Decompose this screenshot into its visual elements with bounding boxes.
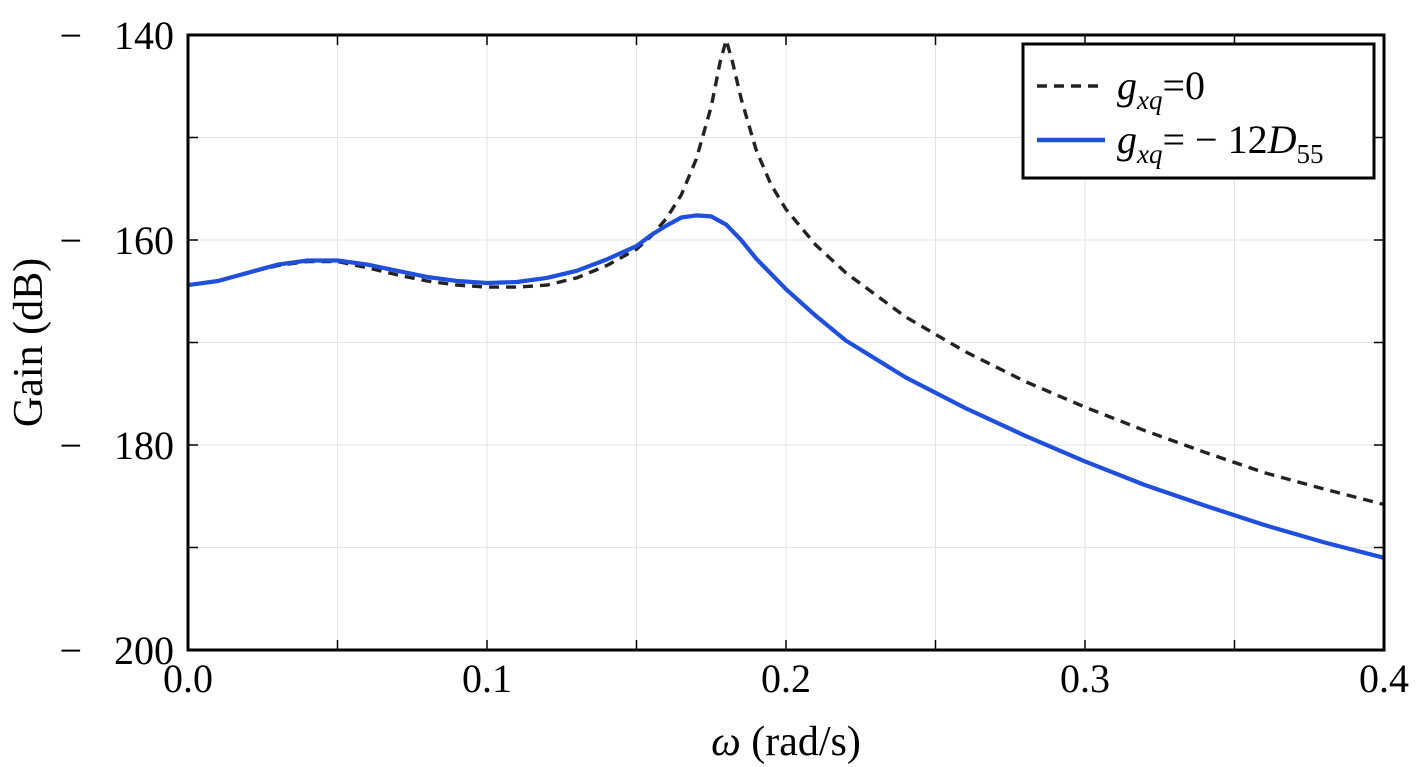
y-tick-minus-sign: −: [59, 218, 82, 263]
legend-subscript: xq: [1136, 139, 1162, 169]
y-tick-label: 200: [114, 628, 174, 673]
series-line-2: [187, 213, 1385, 560]
legend-symbol: g: [1117, 117, 1137, 162]
legend-rest: =0: [1162, 63, 1205, 108]
y-tick-label: 140: [114, 13, 174, 58]
y-tick-minus-sign: −: [59, 13, 82, 58]
x-axis-unit: (rad/s): [741, 719, 861, 765]
x-tick-label: 0.4: [1359, 656, 1409, 701]
x-axis-title: ω (rad/s): [711, 719, 861, 765]
x-tick-label: 0.0: [163, 656, 213, 701]
x-tick-label: 0.3: [1060, 656, 1110, 701]
y-tick-label: 160: [114, 218, 174, 263]
y-tick-label: 180: [114, 423, 174, 468]
y-tick-minus-sign: −: [59, 423, 82, 468]
legend-box: [1021, 42, 1376, 180]
legend-subscript-2: 55: [1297, 139, 1324, 169]
legend-subscript: xq: [1136, 85, 1162, 115]
legend-rest: = − 12: [1162, 117, 1267, 162]
legend-label-2: gxq= − 12D55: [1117, 117, 1324, 169]
legend-symbol: g: [1117, 63, 1137, 108]
series-layer: [187, 38, 1385, 560]
x-axis-symbol: ω: [711, 719, 741, 765]
legend-label-1: gxq=0: [1117, 63, 1205, 115]
y-tick-minus-sign: −: [59, 628, 82, 673]
tick-labels: 0.0 0.1 0.2 0.3 0.4− 140− 160− 180− 200: [59, 13, 1409, 701]
series-line-1: [187, 38, 1385, 507]
x-tick-label: 0.2: [761, 656, 811, 701]
x-tick-label: 0.1: [462, 656, 512, 701]
legend-symbol-2: D: [1267, 117, 1297, 162]
y-axis-title: Gain (dB): [6, 258, 52, 427]
